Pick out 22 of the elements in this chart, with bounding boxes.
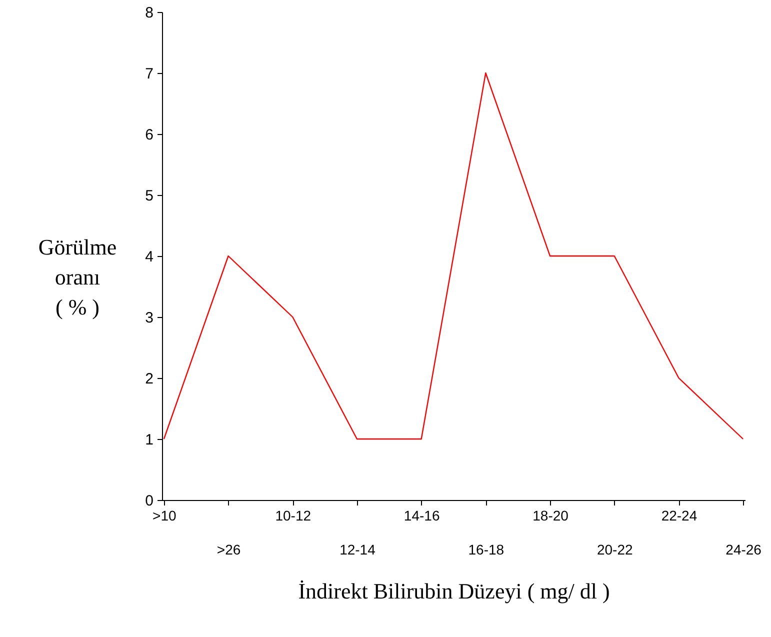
x-tick-label: 22-24: [661, 508, 698, 524]
x-tick-label: 12-14: [340, 542, 376, 558]
x-tick-label: >10: [152, 508, 177, 524]
y-tick-label: 6: [145, 126, 154, 144]
x-tick-label: 16-18: [468, 542, 504, 558]
x-tick-label: 24-26: [726, 542, 762, 558]
y-tick-label: 8: [145, 4, 154, 22]
y-axis-title: Görülme oranı ( % ): [38, 234, 117, 320]
x-tick-label: 14-16: [404, 508, 440, 524]
line-series: [163, 72, 744, 440]
y-tick-label: 7: [145, 66, 154, 82]
y-tick-label: 0: [145, 492, 154, 510]
x-tick-label: 18-20: [532, 508, 569, 524]
x-tick-label: 10-12: [275, 508, 312, 524]
x-tick-label: 20-22: [596, 542, 633, 558]
y-tick-label: 5: [145, 188, 154, 204]
y-tick-label: 4: [145, 248, 154, 266]
y-tick-label: 2: [145, 370, 154, 388]
y-tick-label: 1: [145, 432, 154, 448]
x-axis-title: İndirekt Bilirubin Düzeyi ( mg/ dl ): [298, 578, 610, 604]
x-tick-label: >26: [216, 542, 241, 558]
y-tick-label: 3: [145, 310, 154, 326]
